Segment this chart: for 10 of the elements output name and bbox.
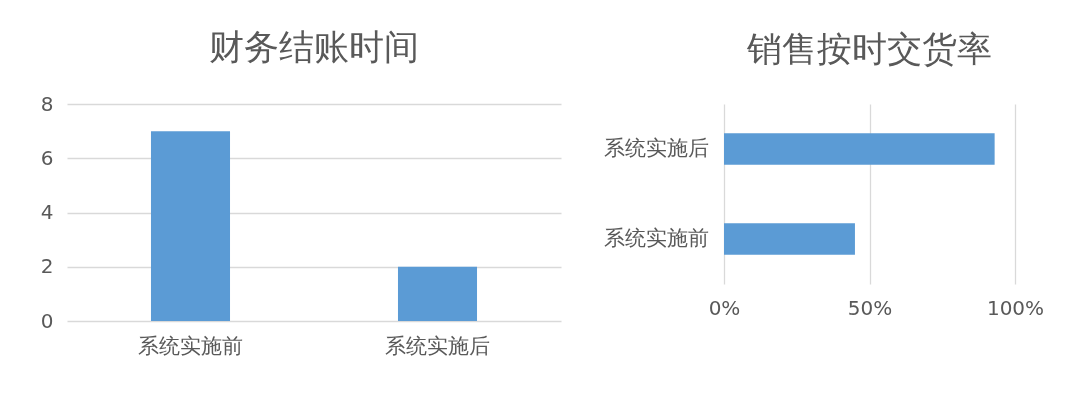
y-tick-label: 4	[40, 200, 54, 224]
y-tick-label: 0	[40, 308, 54, 333]
y-tick-label: 8	[40, 91, 54, 116]
x-tick-label: 100%	[986, 295, 1045, 320]
chart-title: 财务结账时间	[209, 27, 419, 67]
x-tick-label: 50%	[847, 295, 893, 320]
y-tick-label: 2	[40, 254, 54, 279]
chart-title: 销售按时交货率	[746, 29, 992, 69]
y-tick-label: 6	[40, 145, 54, 170]
x-tick-label: 0%	[708, 295, 741, 320]
